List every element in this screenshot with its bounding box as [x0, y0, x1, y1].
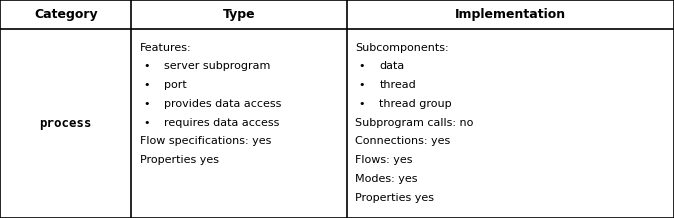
Text: •: • [359, 80, 365, 90]
Text: Type: Type [223, 8, 255, 21]
Text: •: • [143, 61, 150, 71]
Text: thread: thread [379, 80, 417, 90]
Text: •: • [143, 80, 150, 90]
Text: provides data access: provides data access [164, 99, 281, 109]
Text: Flow specifications: yes: Flow specifications: yes [140, 136, 271, 146]
Text: Properties yes: Properties yes [140, 155, 218, 165]
Text: Category: Category [34, 8, 98, 21]
Text: server subprogram: server subprogram [164, 61, 270, 71]
Text: Implementation: Implementation [455, 8, 566, 21]
Text: Subcomponents:: Subcomponents: [355, 43, 449, 53]
Text: •: • [143, 118, 150, 128]
Text: port: port [164, 80, 187, 90]
Text: process: process [40, 117, 92, 130]
Text: Subprogram calls: no: Subprogram calls: no [355, 118, 474, 128]
Text: Modes: yes: Modes: yes [355, 174, 418, 184]
Text: Connections: yes: Connections: yes [355, 136, 450, 146]
Text: requires data access: requires data access [164, 118, 279, 128]
Text: •: • [359, 61, 365, 71]
Text: •: • [143, 99, 150, 109]
Text: thread group: thread group [379, 99, 452, 109]
Text: Flows: yes: Flows: yes [355, 155, 412, 165]
Text: Properties yes: Properties yes [355, 192, 434, 203]
Text: data: data [379, 61, 404, 71]
Text: •: • [359, 99, 365, 109]
Text: Features:: Features: [140, 43, 191, 53]
